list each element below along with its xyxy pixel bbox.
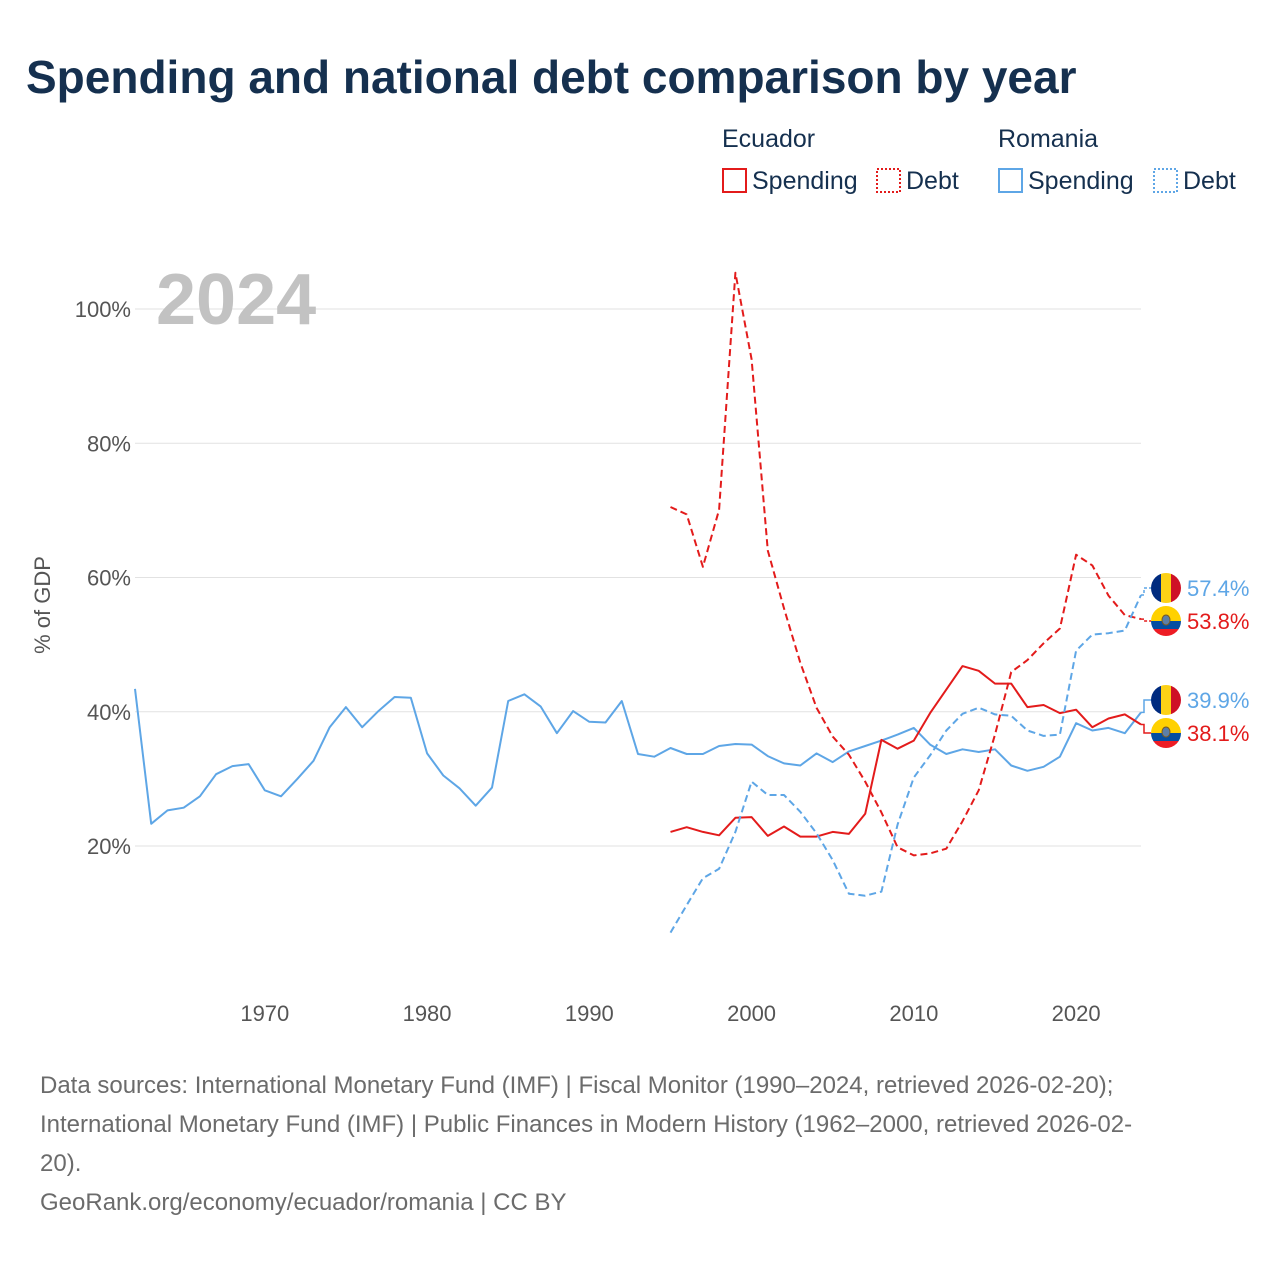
end-connector [1141, 723, 1151, 734]
x-tick-label: 1980 [403, 1001, 452, 1026]
end-label-ecuador-debt: 53.8% [1187, 609, 1249, 634]
y-tick-label: 60% [87, 566, 131, 591]
ecuador-flag-icon [1151, 718, 1181, 748]
end-markers: 57.4% 53.8% 39.9% 38.1% [1151, 573, 1249, 748]
legend-label-romania-debt: Debt [1183, 167, 1236, 195]
ecuador-debt-line [670, 271, 1142, 857]
legend-label-ecuador-debt: Debt [906, 167, 959, 195]
end-label-romania-debt: 57.4% [1187, 576, 1249, 601]
source-link[interactable]: GeoRank.org/economy/ecuador/romania | CC… [40, 1189, 567, 1216]
legend: Ecuador Romania Spending Debt Spending D… [722, 125, 1236, 195]
legend-swatch-ecuador-spending [722, 168, 747, 193]
romania-flag-icon [1151, 573, 1181, 603]
gridlines [135, 308, 1141, 847]
x-axis: 1970 1980 1990 2000 2010 2020 [240, 1001, 1100, 1026]
legend-group-romania: Romania [998, 125, 1098, 153]
y-tick-label: 80% [87, 431, 131, 456]
legend-group-ecuador: Ecuador [722, 125, 815, 153]
romania-debt-line [669, 594, 1142, 934]
x-tick-label: 2010 [889, 1001, 938, 1026]
series [134, 271, 1151, 934]
source-notes: Data sources: International Monetary Fun… [40, 1072, 1132, 1216]
end-label-ecuador-spending: 38.1% [1187, 721, 1249, 746]
legend-swatch-ecuador-debt [876, 168, 901, 193]
x-tick-label: 1970 [240, 1001, 289, 1026]
legend-label-romania-spending: Spending [1028, 167, 1134, 195]
source-line: 20). [40, 1150, 81, 1177]
romania-flag-icon [1151, 685, 1181, 715]
x-tick-label: 1990 [565, 1001, 614, 1026]
x-tick-label: 2000 [727, 1001, 776, 1026]
end-connector [1141, 587, 1151, 596]
y-axis: 20% 40% 60% 80% 100% [75, 297, 131, 859]
y-axis-label: % of GDP [30, 556, 55, 654]
source-line: Data sources: International Monetary Fun… [40, 1072, 1113, 1099]
legend-label-ecuador-spending: Spending [752, 167, 858, 195]
end-connector [1141, 699, 1151, 714]
end-connector [1141, 618, 1151, 622]
romania-spending-line [134, 688, 1142, 825]
y-tick-label: 100% [75, 297, 131, 322]
ecuador-spending-line [670, 665, 1142, 838]
y-tick-label: 40% [87, 700, 131, 725]
chart-title: Spending and national debt comparison by… [26, 51, 1077, 103]
legend-swatch-romania-spending [998, 168, 1023, 193]
source-line: International Monetary Fund (IMF) | Publ… [40, 1111, 1132, 1138]
x-tick-label: 2020 [1052, 1001, 1101, 1026]
year-label: 2024 [156, 260, 316, 340]
end-label-romania-spending: 39.9% [1187, 688, 1249, 713]
y-tick-label: 20% [87, 834, 131, 859]
legend-swatch-romania-debt [1153, 168, 1178, 193]
ecuador-flag-icon [1151, 606, 1181, 636]
